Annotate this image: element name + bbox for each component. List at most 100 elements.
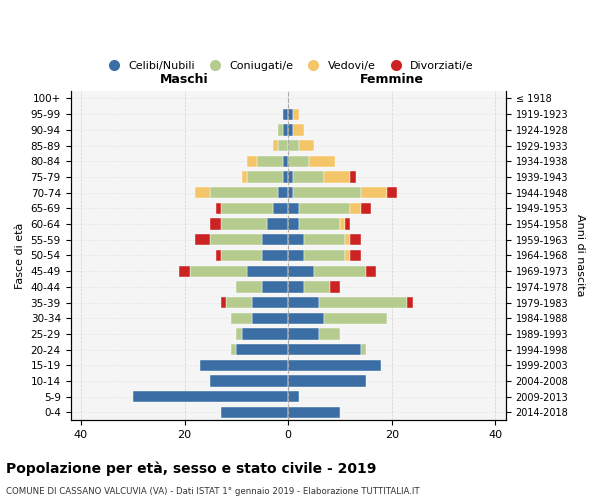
- Bar: [293, 108, 299, 120]
- Bar: [366, 266, 376, 277]
- Bar: [304, 281, 329, 292]
- Bar: [288, 187, 293, 198]
- Bar: [288, 376, 366, 386]
- Bar: [299, 202, 350, 214]
- Bar: [288, 234, 304, 245]
- Bar: [309, 156, 335, 167]
- Bar: [221, 218, 268, 230]
- Bar: [361, 187, 386, 198]
- Bar: [299, 140, 314, 151]
- Bar: [288, 250, 304, 261]
- Bar: [215, 250, 221, 261]
- Y-axis label: Anni di nascita: Anni di nascita: [575, 214, 585, 296]
- Bar: [288, 312, 325, 324]
- Bar: [325, 312, 386, 324]
- Bar: [350, 234, 361, 245]
- Bar: [268, 218, 288, 230]
- Bar: [215, 202, 221, 214]
- Bar: [242, 172, 247, 182]
- Bar: [195, 187, 211, 198]
- Text: Femmine: Femmine: [360, 73, 424, 86]
- Bar: [262, 250, 288, 261]
- Bar: [272, 202, 288, 214]
- Bar: [247, 156, 257, 167]
- Bar: [340, 218, 345, 230]
- Bar: [221, 297, 226, 308]
- Bar: [345, 250, 350, 261]
- Bar: [293, 172, 325, 182]
- Bar: [236, 281, 262, 292]
- Bar: [278, 140, 288, 151]
- Text: Popolazione per età, sesso e stato civile - 2019: Popolazione per età, sesso e stato civil…: [6, 461, 376, 475]
- Bar: [283, 156, 288, 167]
- Bar: [226, 297, 252, 308]
- Text: COMUNE DI CASSANO VALCUVIA (VA) - Dati ISTAT 1° gennaio 2019 - Elaborazione TUTT: COMUNE DI CASSANO VALCUVIA (VA) - Dati I…: [6, 487, 419, 496]
- Bar: [407, 297, 413, 308]
- Bar: [133, 391, 288, 402]
- Bar: [319, 297, 407, 308]
- Bar: [288, 360, 382, 371]
- Bar: [288, 218, 299, 230]
- Bar: [278, 187, 288, 198]
- Bar: [272, 140, 278, 151]
- Text: Maschi: Maschi: [160, 73, 209, 86]
- Bar: [221, 250, 262, 261]
- Bar: [386, 187, 397, 198]
- Bar: [288, 266, 314, 277]
- Bar: [304, 250, 345, 261]
- Bar: [314, 266, 366, 277]
- Bar: [350, 202, 361, 214]
- Bar: [231, 344, 236, 356]
- Bar: [283, 172, 288, 182]
- Bar: [247, 266, 288, 277]
- Bar: [304, 234, 345, 245]
- Bar: [252, 312, 288, 324]
- Bar: [231, 312, 252, 324]
- Bar: [211, 187, 278, 198]
- Bar: [195, 234, 211, 245]
- Bar: [221, 202, 272, 214]
- Bar: [288, 391, 299, 402]
- Bar: [179, 266, 190, 277]
- Bar: [350, 250, 361, 261]
- Bar: [288, 124, 293, 136]
- Bar: [288, 108, 293, 120]
- Bar: [211, 376, 288, 386]
- Bar: [278, 124, 283, 136]
- Bar: [283, 108, 288, 120]
- Bar: [211, 218, 221, 230]
- Bar: [211, 234, 262, 245]
- Bar: [288, 344, 361, 356]
- Bar: [288, 407, 340, 418]
- Y-axis label: Fasce di età: Fasce di età: [15, 222, 25, 288]
- Bar: [350, 172, 356, 182]
- Bar: [288, 172, 293, 182]
- Bar: [262, 234, 288, 245]
- Bar: [293, 187, 361, 198]
- Bar: [293, 124, 304, 136]
- Bar: [288, 281, 304, 292]
- Bar: [325, 172, 350, 182]
- Bar: [200, 360, 288, 371]
- Bar: [299, 218, 340, 230]
- Bar: [288, 140, 299, 151]
- Bar: [345, 234, 350, 245]
- Bar: [236, 328, 242, 340]
- Bar: [319, 328, 340, 340]
- Bar: [236, 344, 288, 356]
- Bar: [345, 218, 350, 230]
- Bar: [288, 297, 319, 308]
- Bar: [361, 344, 366, 356]
- Bar: [262, 281, 288, 292]
- Bar: [247, 172, 283, 182]
- Bar: [221, 407, 288, 418]
- Bar: [190, 266, 247, 277]
- Bar: [242, 328, 288, 340]
- Bar: [288, 156, 309, 167]
- Bar: [283, 124, 288, 136]
- Bar: [257, 156, 283, 167]
- Bar: [288, 328, 319, 340]
- Bar: [288, 202, 299, 214]
- Bar: [329, 281, 340, 292]
- Legend: Celibi/Nubili, Coniugati/e, Vedovi/e, Divorziati/e: Celibi/Nubili, Coniugati/e, Vedovi/e, Di…: [98, 56, 478, 76]
